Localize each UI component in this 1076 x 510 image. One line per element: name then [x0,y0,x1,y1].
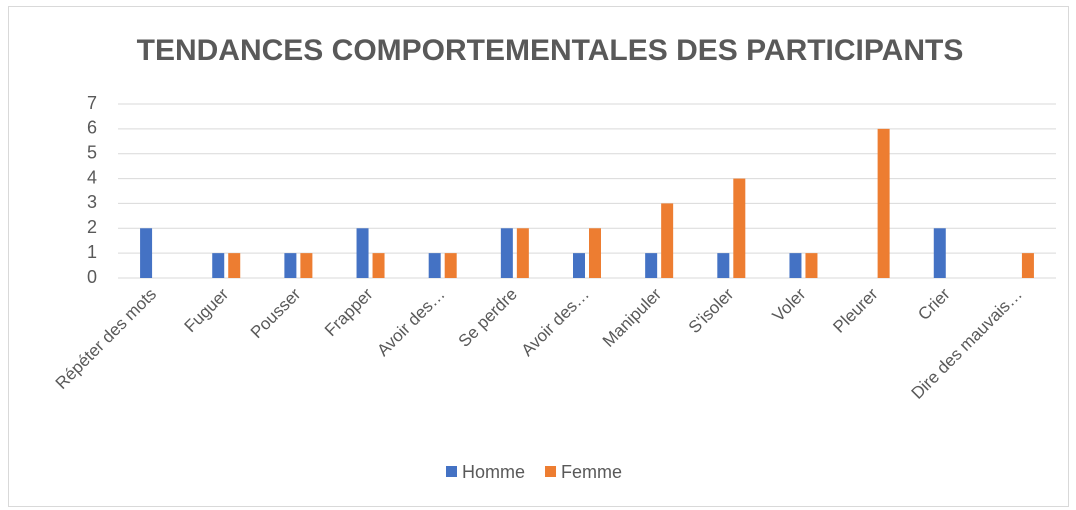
y-tick-label: 2 [87,217,97,237]
y-tick-label: 1 [87,242,97,262]
legend-swatch [545,466,557,477]
bar [877,128,890,278]
y-tick-label: 3 [87,192,97,212]
chart-title: TENDANCES COMPORTEMENTALES DES PARTICIPA… [137,34,964,67]
legend-swatch [446,466,457,477]
bar [356,228,369,278]
bar [140,228,153,278]
y-tick-label: 6 [87,118,97,138]
bar [933,228,946,278]
bar [717,253,730,278]
bar [573,253,585,278]
y-tick-label: 5 [87,142,97,162]
bar [228,253,241,278]
bar [805,253,818,278]
bar [284,253,297,278]
bar [589,228,601,278]
bar [516,228,529,278]
bar [661,203,674,278]
bar [733,178,746,278]
y-tick-label: 4 [87,167,97,187]
legend-label: Femme [561,462,622,482]
y-tick-label: 0 [87,267,97,287]
y-tick-label: 7 [87,93,97,113]
bar [212,253,225,278]
bar [444,253,457,278]
bar [372,253,385,278]
bar [300,253,313,278]
bar [1021,253,1034,278]
bar [500,228,513,278]
chart-frame [8,6,1069,507]
legend-label: Homme [462,462,525,482]
bar [645,253,658,278]
bar [789,253,802,278]
bar [428,253,441,278]
